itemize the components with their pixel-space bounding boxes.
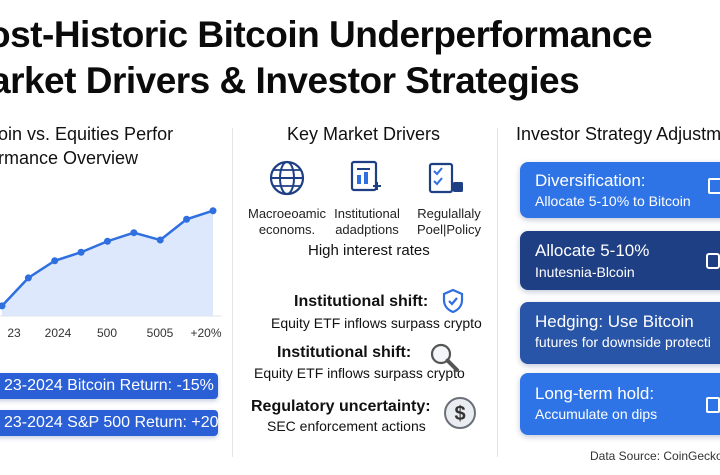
data-point <box>77 248 85 256</box>
driver-2-title: Institutional shift: <box>277 344 412 361</box>
data-source: Data Source: CoinGecko, Blo <box>590 449 720 463</box>
svg-text:$: $ <box>454 403 465 425</box>
data-point <box>51 257 59 265</box>
x-tick-label: 2024 <box>45 326 72 340</box>
x-tick-label: 500 <box>97 326 117 340</box>
magnifier-icon <box>427 340 461 374</box>
driver-1-desc: Equity ETF inflows surpass crypto <box>271 315 482 331</box>
strategy-card-hedging: Hedging: Use Bitcoin futures for downsid… <box>520 302 720 364</box>
institutional-caption-line-2: adadptions <box>335 222 399 237</box>
driver-1-title: Institutional shift: <box>294 293 429 310</box>
dollar-coin-icon: $ <box>443 396 477 430</box>
wallet-icon <box>706 397 720 413</box>
shield-check-icon <box>441 288 465 314</box>
card-4-sub: Accumulate on dips <box>535 406 658 422</box>
bitcoin-return-pill: 23-2024 Bitcoin Return: -15% <box>0 373 218 399</box>
right-heading: Investor Strategy Adjustm <box>516 124 720 144</box>
data-point <box>130 229 138 237</box>
card-icon <box>706 253 720 269</box>
card-3-title: Hedging: Use Bitcoin <box>535 312 694 331</box>
strategy-card-allocate: Allocate 5-10% Inutesnia-Blcoin <box>520 231 720 290</box>
checklist-icon <box>426 158 466 198</box>
strategy-card-long-term: Long-term hold: Accumulate on dips <box>520 373 720 435</box>
macro-caption-line-1: Macroeoamic <box>247 206 327 221</box>
document-chart-icon <box>346 158 386 198</box>
regulatory-caption: Regulallaly Poel|Policy <box>407 206 491 238</box>
title-line-2: arket Drivers & Investor Strategies <box>0 60 580 101</box>
x-tick-label: 5005 <box>147 326 174 340</box>
card-1-sub: Allocate 5-10% to Bitcoin <box>535 193 691 209</box>
performance-area-chart: 23 2024 500 5005 +20% <box>0 207 222 340</box>
driver-2-desc: Equity ETF inflows surpass crypto <box>254 365 465 381</box>
title-line-1: ost-Historic Bitcoin Underperformance <box>0 14 653 55</box>
left-heading-line-1: oin vs. Equities Perfor <box>0 124 174 144</box>
card-2-title: Allocate 5-10% <box>535 241 650 260</box>
data-point <box>104 237 111 245</box>
sp500-return-pill: 23-2024 S&P 500 Return: +20% <box>0 410 233 436</box>
data-point <box>183 215 191 223</box>
x-tick-label: +20% <box>190 326 221 340</box>
institutional-caption: Institutional adadptions <box>327 206 407 238</box>
card-4-title: Long-term hold: <box>535 384 655 403</box>
card-2-sub: Inutesnia-Blcoin <box>535 264 635 280</box>
trash-icon <box>708 178 720 194</box>
card-1-title: Diversification: <box>535 171 646 190</box>
globe-icon <box>267 158 307 198</box>
driver-3-desc: SEC enforcement actions <box>267 418 426 434</box>
data-point <box>209 207 217 215</box>
regulatory-caption-line-2: Poel|Policy <box>416 222 482 237</box>
macro-caption: Macroeoamic economs. <box>247 206 327 238</box>
middle-heading: Key Market Drivers <box>287 124 441 144</box>
institutional-caption-line-1: Institutional <box>334 206 400 221</box>
column-divider-left <box>232 128 233 457</box>
data-point <box>24 274 32 282</box>
column-divider-right <box>497 128 498 457</box>
macro-caption-line-2: economs. <box>258 222 316 237</box>
strategy-card-diversification: Diversification: Allocate 5-10% to Bitco… <box>520 162 720 218</box>
high-interest-rates: High interest rates <box>308 242 430 259</box>
regulatory-caption-line-1: Regulallaly <box>417 206 481 221</box>
card-3-sub: futures for downside protecti <box>535 334 711 350</box>
series-area <box>2 210 213 316</box>
driver-3-title: Regulatory uncertainty: <box>251 398 431 415</box>
x-tick-label: 23 <box>7 326 21 340</box>
left-heading-line-2: rmance Overview <box>0 148 139 168</box>
data-point <box>156 236 164 244</box>
data-point <box>0 302 6 310</box>
